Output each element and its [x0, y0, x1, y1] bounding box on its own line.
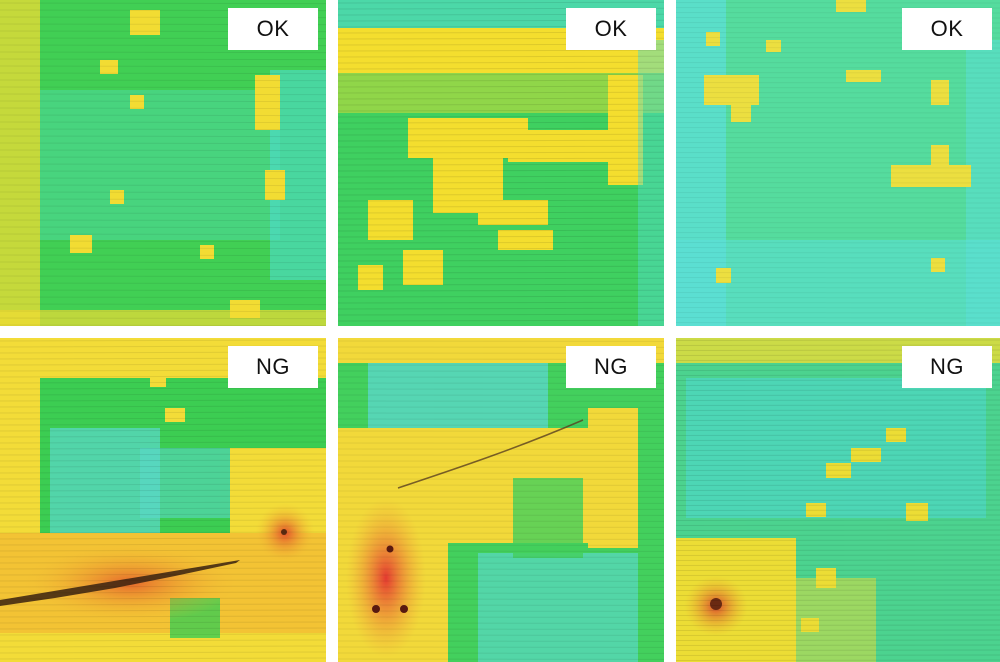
heatmap-panel-top-right: OK [676, 0, 1000, 326]
heatmap-image [0, 0, 326, 326]
heatmap-image [0, 338, 326, 662]
heatmap-panel-bottom-right: NG [676, 338, 1000, 662]
heatmap-panel-top-middle: OK [338, 0, 664, 326]
heatmap-image [338, 338, 664, 662]
heatmap-image [338, 0, 664, 326]
status-label: NG [902, 346, 992, 388]
status-label: NG [566, 346, 656, 388]
status-label: NG [228, 346, 318, 388]
status-label: OK [228, 8, 318, 50]
heatmap-panel-top-left: OK [0, 0, 326, 326]
heatmap-panel-bottom-middle: NG [338, 338, 664, 662]
status-label: OK [902, 8, 992, 50]
heatmap-panel-bottom-left: NG [0, 338, 326, 662]
heatmap-image [676, 338, 1000, 662]
heatmap-image [676, 0, 1000, 326]
status-label: OK [566, 8, 656, 50]
